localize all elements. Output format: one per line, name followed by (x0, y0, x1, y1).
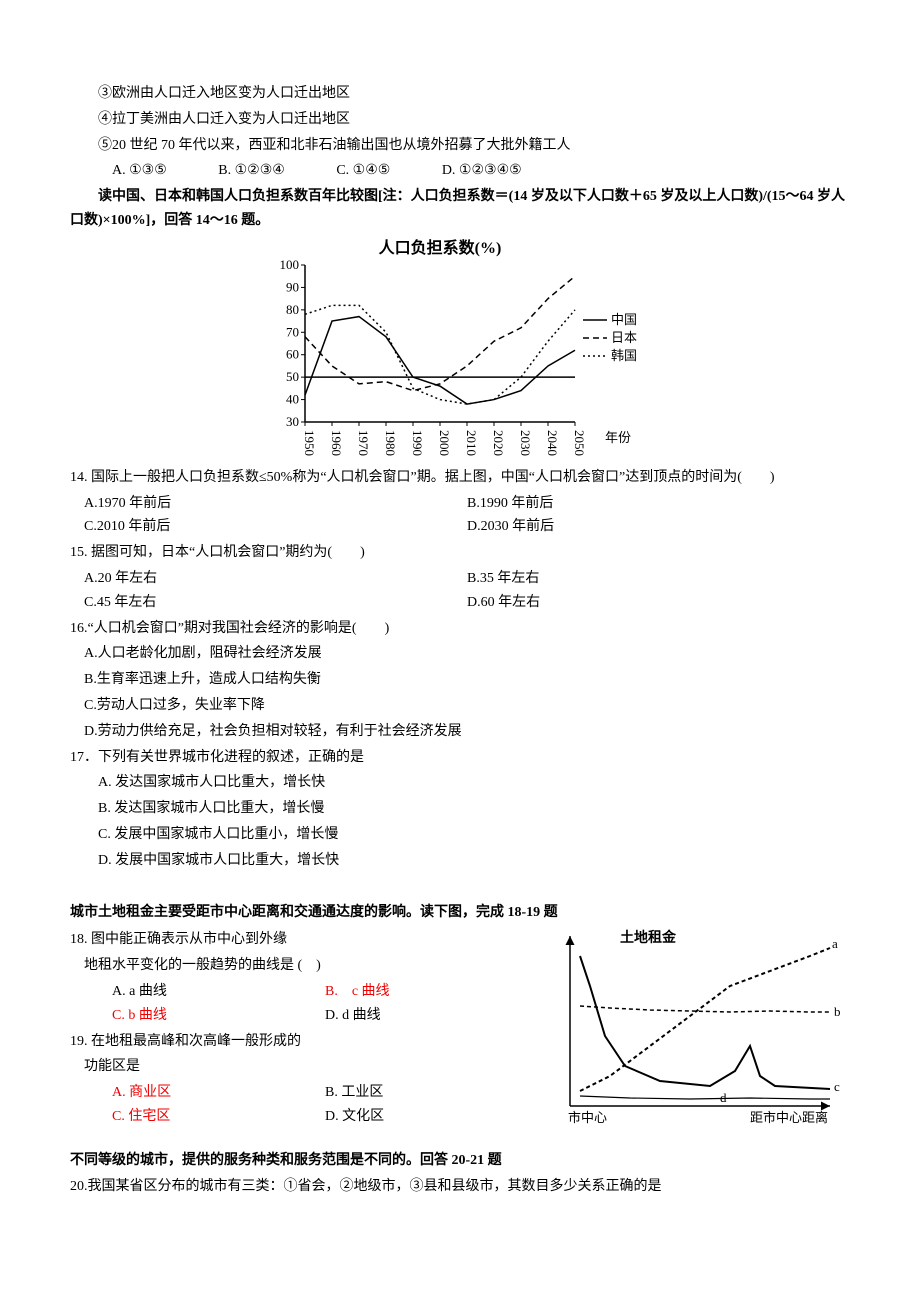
q18-stem2: 地租水平变化的一般趋势的曲线是 ( ) (70, 954, 538, 978)
q18-stem1: 18. 图中能正确表示从市中心到外缘 (70, 928, 538, 952)
svg-text:90: 90 (286, 279, 299, 294)
q17-opt-b: B. 发达国家城市人口比重大，增长慢 (70, 797, 850, 821)
intro-18-19: 城市土地租金主要受距市中心距离和交通通达度的影响。读下图，完成 18-19 题 (70, 901, 850, 925)
q16-opt-a: A.人口老龄化加剧，阻碍社会经济发展 (70, 642, 850, 666)
svg-text:70: 70 (286, 324, 299, 339)
svg-text:中国: 中国 (611, 312, 637, 327)
svg-text:人口负担系数(%): 人口负担系数(%) (379, 238, 502, 257)
pre-opt-d: D. ①②③④⑤ (442, 163, 522, 178)
svg-text:2050: 2050 (572, 430, 587, 456)
stmt-5: ⑤20 世纪 70 年代以来，西亚和北非石油输出国也从境外招募了大批外籍工人 (70, 134, 850, 158)
q18-opt-b: B. c 曲线 (325, 980, 538, 1004)
intro-20-21: 不同等级的城市，提供的服务种类和服务范围是不同的。回答 20-21 题 (70, 1149, 850, 1173)
q20-stem: 20.我国某省区分布的城市有三类：①省会，②地级市，③县和县级市，其数目多少关系… (70, 1175, 850, 1199)
pre-options: A. ①③⑤ B. ①②③④ C. ①④⑤ D. ①②③④⑤ (70, 159, 850, 183)
svg-text:韩国: 韩国 (611, 348, 637, 363)
svg-text:60: 60 (286, 346, 299, 361)
svg-text:1980: 1980 (383, 430, 398, 456)
svg-text:2040: 2040 (545, 430, 560, 456)
svg-text:c: c (834, 1079, 840, 1094)
q16-opt-b: B.生育率迅速上升，造成人口结构失衡 (70, 668, 850, 692)
q16-stem: 16.“人口机会窗口”期对我国社会经济的影响是( ) (70, 617, 850, 641)
svg-text:b: b (834, 1004, 841, 1019)
q19-opt-d: D. 文化区 (325, 1105, 538, 1129)
intro-14-16: 读中国、日本和韩国人口负担系数百年比较图[注：人口负担系数＝(14 岁及以下人口… (70, 185, 850, 233)
svg-text:30: 30 (286, 414, 299, 429)
q19-stem2: 功能区是 (70, 1055, 538, 1079)
svg-text:a: a (832, 936, 838, 951)
svg-text:50: 50 (286, 369, 299, 384)
q16-opt-d: D.劳动力供给充足，社会负担相对较轻，有利于社会经济发展 (70, 720, 850, 744)
svg-text:1960: 1960 (329, 430, 344, 456)
q15-opt-d: D.60 年左右 (467, 591, 850, 615)
svg-text:40: 40 (286, 391, 299, 406)
q18-opt-c: C. b 曲线 (112, 1004, 325, 1028)
q19-opt-b: B. 工业区 (325, 1081, 538, 1105)
stmt-3: ③欧洲由人口迁入地区变为人口迁出地区 (70, 82, 850, 106)
svg-text:2010: 2010 (464, 430, 479, 456)
q17-opt-c: C. 发展中国家城市人口比重小，增长慢 (70, 823, 850, 847)
stmt-4: ④拉丁美洲由人口迁入变为人口迁出地区 (70, 108, 850, 132)
q17-stem: 17．下列有关世界城市化进程的叙述，正确的是 (70, 746, 850, 770)
svg-text:2020: 2020 (491, 430, 506, 456)
svg-text:日本: 日本 (611, 330, 637, 345)
pre-opt-c: C. ①④⑤ (336, 163, 390, 178)
svg-text:市中心: 市中心 (568, 1110, 607, 1125)
q15-opt-a: A.20 年左右 (84, 567, 467, 591)
q14-opt-d: D.2030 年前后 (467, 515, 850, 539)
svg-text:土地租金: 土地租金 (620, 929, 677, 946)
chart-population-burden: 人口负担系数(%) 30 40 50 60 70 80 90 100 1950 1960 1970… (70, 237, 850, 462)
svg-text:1950: 1950 (302, 430, 317, 456)
q15-opt-c: C.45 年左右 (84, 591, 467, 615)
q17-opt-d: D. 发展中国家城市人口比重大，增长快 (70, 849, 850, 873)
q19-opt-c: C. 住宅区 (112, 1105, 325, 1129)
svg-text:1970: 1970 (356, 430, 371, 456)
q18-opt-d: D. d 曲线 (325, 1004, 538, 1028)
q14-opt-c: C.2010 年前后 (84, 515, 467, 539)
svg-text:2000: 2000 (437, 430, 452, 456)
svg-text:年份: 年份 (605, 430, 631, 445)
svg-text:2030: 2030 (518, 430, 533, 456)
chart-land-rent: 土地租金市中心 距市中心距离 a b c d (550, 926, 850, 1128)
svg-text:d: d (720, 1090, 727, 1105)
svg-text:1990: 1990 (410, 430, 425, 456)
pre-opt-a: A. ①③⑤ (112, 163, 167, 178)
svg-text:80: 80 (286, 302, 299, 317)
q17-opt-a: A. 发达国家城市人口比重大，增长快 (70, 771, 850, 795)
q14-opt-a: A.1970 年前后 (84, 492, 467, 516)
q14-stem: 14. 国际上一般把人口负担系数≤50%称为“人口机会窗口”期。据上图，中国“人… (70, 466, 850, 490)
svg-text:100: 100 (280, 257, 300, 272)
svg-text:距市中心距离: 距市中心距离 (750, 1110, 828, 1125)
pre-opt-b: B. ①②③④ (218, 163, 285, 178)
q19-stem: 19. 在地租最高峰和次高峰一般形成的 (70, 1030, 538, 1054)
q18-opt-a: A. a 曲线 (112, 980, 325, 1004)
q16-opt-c: C.劳动人口过多，失业率下降 (70, 694, 850, 718)
q15-stem: 15. 据图可知，日本“人口机会窗口”期约为( ) (70, 541, 850, 565)
q15-opt-b: B.35 年左右 (467, 567, 850, 591)
q14-opt-b: B.1990 年前后 (467, 492, 850, 516)
q19-opt-a: A. 商业区 (112, 1081, 325, 1105)
